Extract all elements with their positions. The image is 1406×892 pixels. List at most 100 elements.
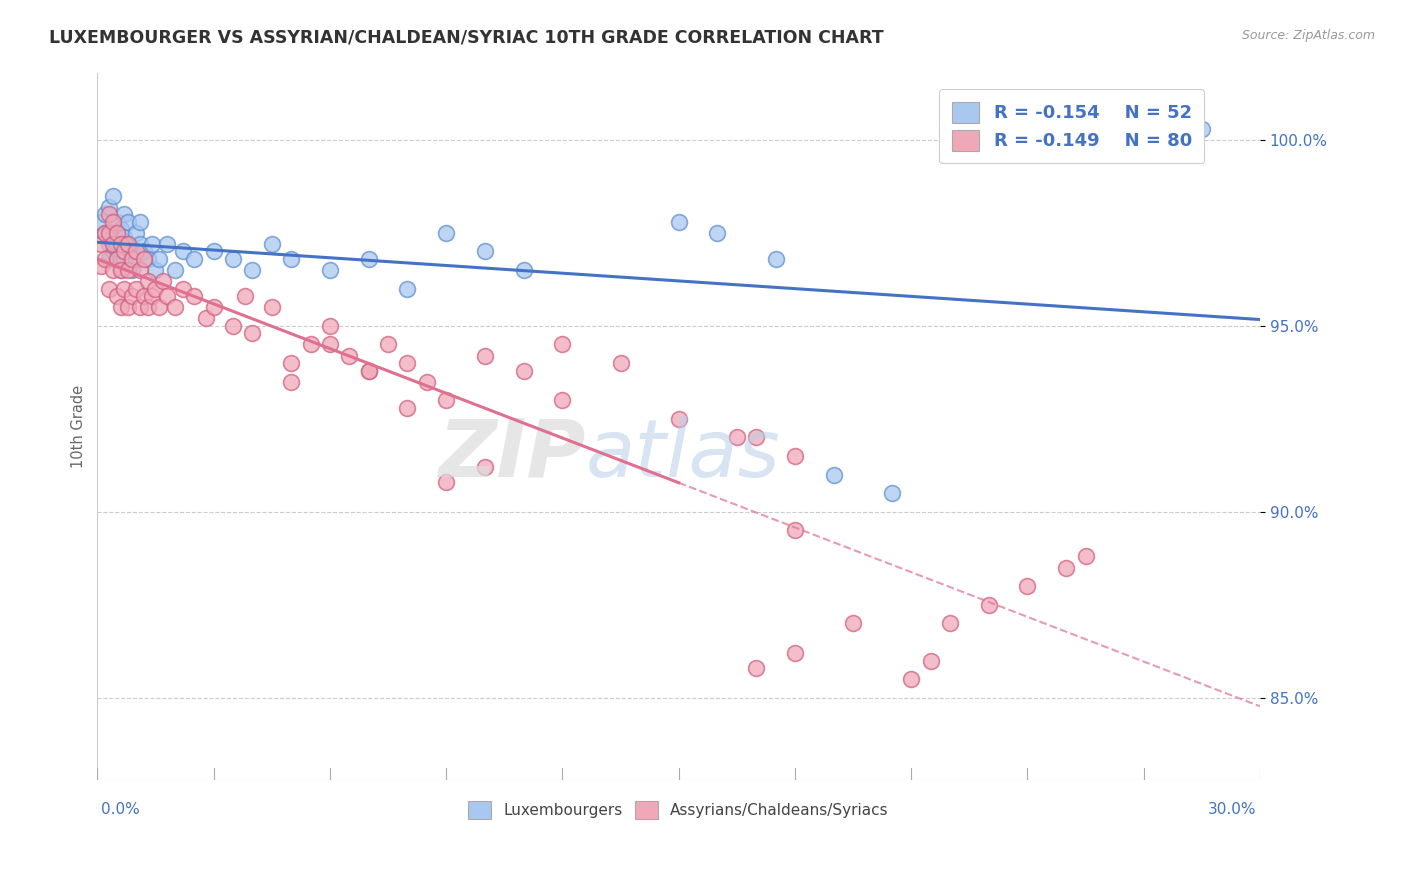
Point xyxy=(110,244,132,259)
Point xyxy=(172,244,194,259)
Point xyxy=(101,188,124,202)
Point xyxy=(125,244,148,259)
Point xyxy=(105,226,128,240)
Point xyxy=(783,646,806,660)
Point xyxy=(136,300,159,314)
Text: LUXEMBOURGER VS ASSYRIAN/CHALDEAN/SYRIAC 10TH GRADE CORRELATION CHART: LUXEMBOURGER VS ASSYRIAN/CHALDEAN/SYRIAC… xyxy=(49,29,884,46)
Point xyxy=(416,375,439,389)
Point xyxy=(90,260,112,274)
Point xyxy=(105,237,128,252)
Point xyxy=(512,363,534,377)
Point xyxy=(842,616,865,631)
Point xyxy=(319,337,342,351)
Text: ZIP: ZIP xyxy=(439,416,586,493)
Point xyxy=(1054,560,1077,574)
Point xyxy=(121,289,143,303)
Point xyxy=(434,475,457,489)
Point xyxy=(668,412,690,426)
Point xyxy=(105,289,128,303)
Point xyxy=(745,430,768,444)
Point xyxy=(357,363,380,377)
Point xyxy=(101,237,124,252)
Text: atlas: atlas xyxy=(586,416,780,493)
Point xyxy=(110,263,132,277)
Point xyxy=(94,207,117,221)
Point xyxy=(156,289,179,303)
Point xyxy=(551,337,574,351)
Point xyxy=(609,356,631,370)
Point xyxy=(319,263,342,277)
Point xyxy=(101,226,124,240)
Point xyxy=(920,654,942,668)
Point xyxy=(98,252,121,266)
Point xyxy=(172,282,194,296)
Point xyxy=(512,263,534,277)
Point xyxy=(1191,121,1213,136)
Point xyxy=(337,349,360,363)
Point xyxy=(98,282,121,296)
Text: Source: ZipAtlas.com: Source: ZipAtlas.com xyxy=(1241,29,1375,42)
Point xyxy=(141,289,163,303)
Point xyxy=(105,252,128,266)
Point xyxy=(94,226,117,240)
Point xyxy=(125,226,148,240)
Point xyxy=(183,252,205,266)
Point xyxy=(114,229,136,244)
Point xyxy=(202,300,225,314)
Point xyxy=(1017,579,1039,593)
Point xyxy=(117,300,139,314)
Point xyxy=(299,337,322,351)
Point xyxy=(319,318,342,333)
Point xyxy=(114,282,136,296)
Point xyxy=(98,200,121,214)
Point xyxy=(280,356,302,370)
Point xyxy=(280,252,302,266)
Point xyxy=(121,244,143,259)
Point xyxy=(233,289,256,303)
Point xyxy=(152,274,174,288)
Point xyxy=(396,282,419,296)
Point xyxy=(551,393,574,408)
Point xyxy=(136,274,159,288)
Point xyxy=(90,237,112,252)
Point xyxy=(101,215,124,229)
Point xyxy=(105,252,128,266)
Point xyxy=(132,289,155,303)
Point xyxy=(129,300,152,314)
Point xyxy=(240,263,263,277)
Point xyxy=(725,430,748,444)
Text: 0.0%: 0.0% xyxy=(101,802,141,817)
Point xyxy=(823,467,845,482)
Point xyxy=(706,226,728,240)
Point xyxy=(110,300,132,314)
Point xyxy=(98,226,121,240)
Point xyxy=(141,237,163,252)
Point xyxy=(434,393,457,408)
Point xyxy=(900,672,922,686)
Point xyxy=(939,616,962,631)
Y-axis label: 10th Grade: 10th Grade xyxy=(72,384,86,468)
Point xyxy=(132,252,155,266)
Point xyxy=(260,300,283,314)
Point xyxy=(183,289,205,303)
Point xyxy=(474,460,496,475)
Point xyxy=(1074,549,1097,564)
Point xyxy=(114,252,136,266)
Point xyxy=(163,263,186,277)
Point xyxy=(94,252,117,266)
Point xyxy=(745,661,768,675)
Point xyxy=(396,356,419,370)
Point xyxy=(145,263,167,277)
Point xyxy=(90,215,112,229)
Point xyxy=(132,244,155,259)
Point xyxy=(121,252,143,266)
Point xyxy=(105,215,128,229)
Point xyxy=(194,311,217,326)
Point xyxy=(125,252,148,266)
Point xyxy=(357,363,380,377)
Point xyxy=(434,226,457,240)
Point xyxy=(474,244,496,259)
Point xyxy=(114,244,136,259)
Point xyxy=(474,349,496,363)
Point xyxy=(125,282,148,296)
